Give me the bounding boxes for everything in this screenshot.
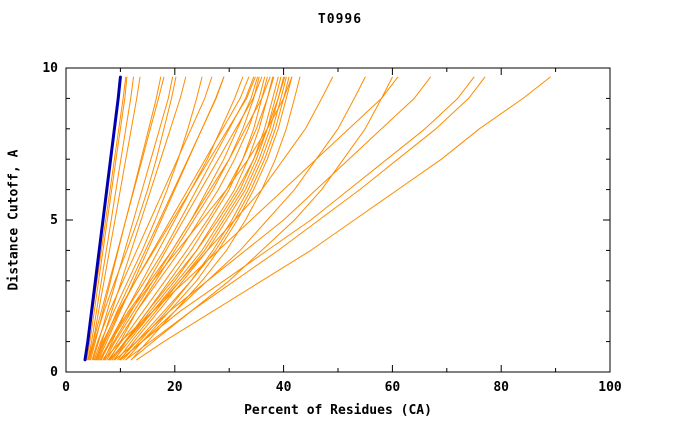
model-curve bbox=[102, 76, 263, 361]
model-curve bbox=[106, 76, 266, 361]
y-tick-label: 5 bbox=[50, 213, 58, 228]
x-tick-label: 60 bbox=[385, 380, 401, 395]
x-tick-label: 0 bbox=[62, 380, 70, 395]
model-curve bbox=[100, 76, 293, 361]
y-tick-label: 0 bbox=[50, 365, 58, 380]
model-curve bbox=[93, 76, 203, 361]
x-tick-label: 20 bbox=[167, 380, 183, 395]
model-curve bbox=[118, 76, 287, 361]
model-curve bbox=[95, 76, 187, 361]
model-curve bbox=[119, 76, 366, 361]
x-tick-label: 80 bbox=[493, 380, 509, 395]
model-curve bbox=[104, 76, 271, 361]
x-axis-label: Percent of Residues (CA) bbox=[244, 403, 432, 418]
model-curve bbox=[87, 76, 134, 361]
y-tick-label: 10 bbox=[42, 61, 58, 76]
model-curve bbox=[88, 76, 177, 361]
model-curve bbox=[92, 76, 174, 361]
model-curve bbox=[125, 76, 486, 361]
model-curve bbox=[119, 76, 475, 361]
model-curve bbox=[87, 76, 165, 361]
model-curve bbox=[117, 76, 282, 361]
x-tick-label: 40 bbox=[276, 380, 292, 395]
model-curve bbox=[130, 76, 393, 361]
model-curve bbox=[91, 76, 213, 361]
x-tick-label: 100 bbox=[598, 380, 622, 395]
model-curve bbox=[86, 76, 128, 361]
plot-frame bbox=[65, 67, 611, 373]
y-axis-label: Distance Cutoff, A bbox=[6, 149, 22, 291]
model-curve bbox=[136, 76, 551, 361]
model-curve bbox=[109, 76, 334, 361]
model-curve bbox=[88, 76, 141, 361]
model-curve bbox=[113, 76, 279, 361]
chart-title: T0996 bbox=[317, 12, 363, 27]
model-curve bbox=[109, 76, 260, 361]
model-curve bbox=[114, 76, 431, 361]
best-model-curve bbox=[83, 75, 122, 362]
model-curve bbox=[110, 76, 286, 361]
model-curve bbox=[94, 76, 256, 361]
model-curve bbox=[107, 76, 275, 361]
model-curve bbox=[130, 76, 301, 361]
model-curve bbox=[125, 76, 293, 361]
model-curve bbox=[103, 76, 399, 361]
model-curve bbox=[97, 76, 250, 361]
model-curve bbox=[103, 76, 244, 361]
